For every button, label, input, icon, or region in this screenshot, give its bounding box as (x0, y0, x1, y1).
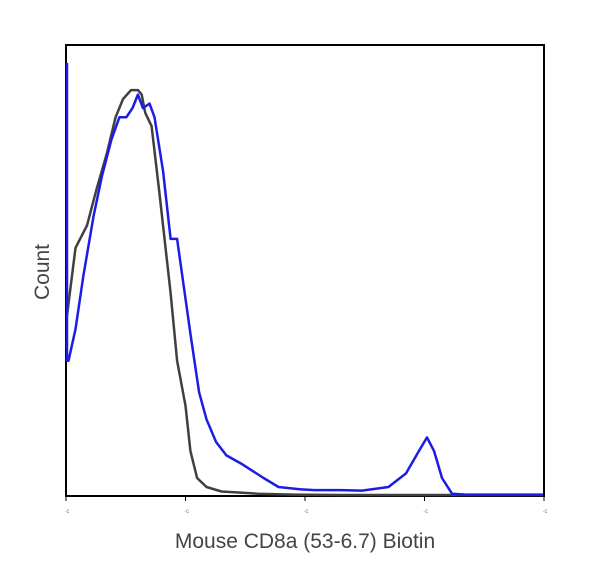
series-line-0 (65, 88, 543, 497)
series-layer (65, 63, 543, 497)
y-axis-title: Count (31, 244, 54, 300)
x-tick-label-2: ·c (304, 509, 309, 515)
series-line-1 (65, 63, 543, 496)
plot-frame (65, 44, 545, 497)
x-tick-label-3: ·c (423, 509, 428, 515)
x-axis-title: Mouse CD8a (53-6.7) Biotin (175, 530, 435, 553)
x-tick-label-1: ·c (184, 509, 189, 515)
x-tick-label-0: ·c (65, 509, 70, 515)
x-axis-ticks: ·c ·c ·c ·c ·c (65, 496, 548, 515)
x-tick-label-4: ·c (543, 509, 548, 515)
